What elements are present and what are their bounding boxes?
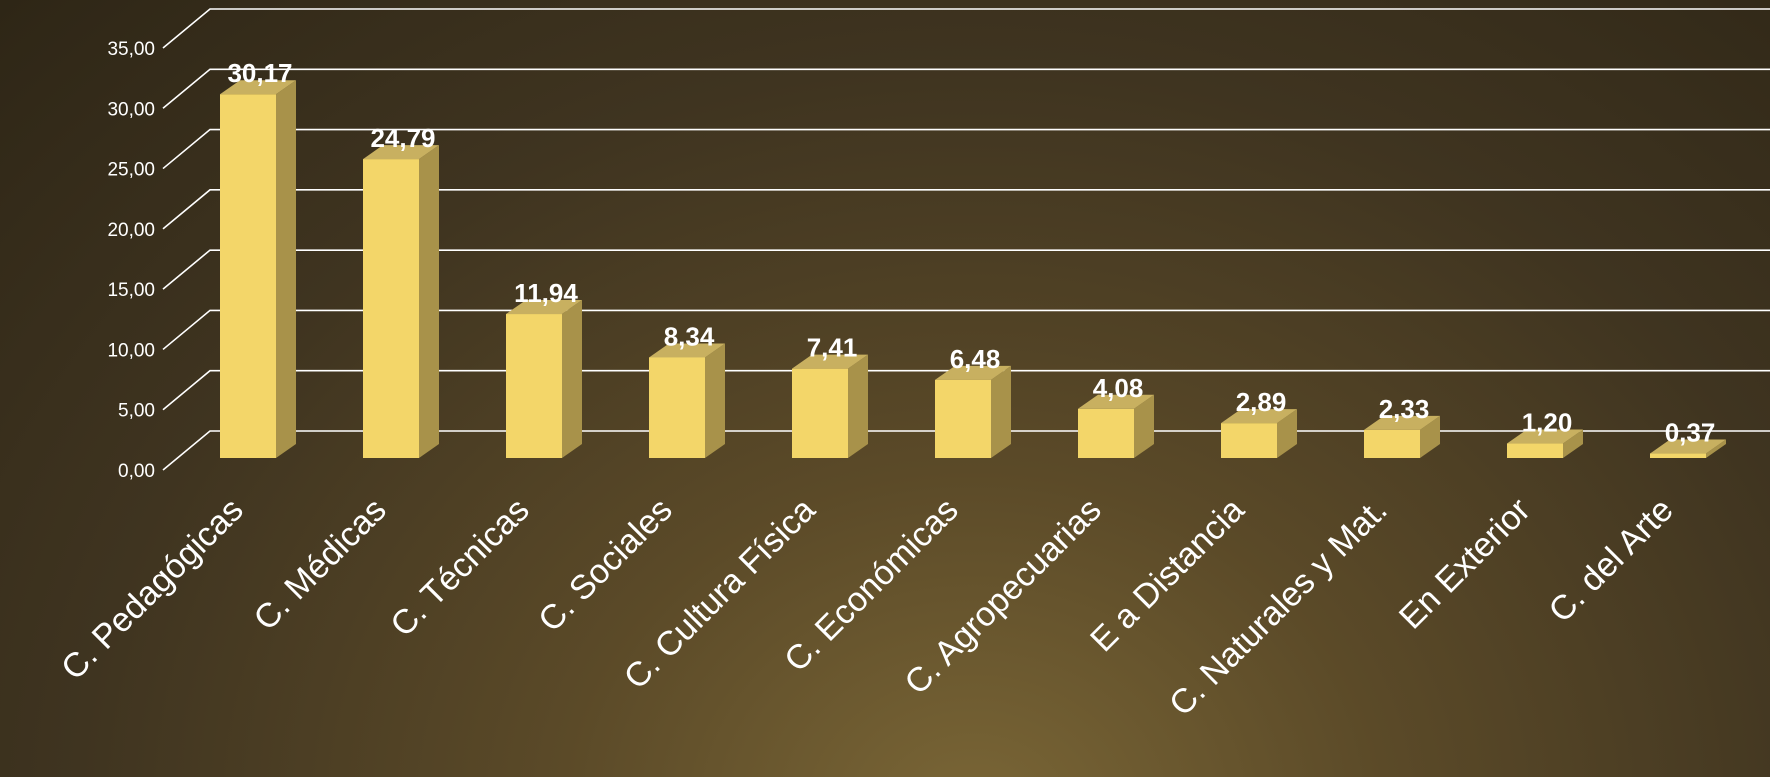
- bar-side: [705, 343, 725, 458]
- bar: [1507, 429, 1583, 458]
- bar-top: [506, 300, 582, 315]
- bar: [649, 343, 725, 458]
- data-label: 8,34: [664, 321, 715, 351]
- bar: [1650, 439, 1726, 458]
- data-label: 30,17: [227, 58, 292, 88]
- data-label: 4,08: [1093, 373, 1144, 403]
- y-tick-label: 10,00: [107, 340, 155, 361]
- gridline: [162, 189, 1770, 230]
- bar-front: [649, 357, 705, 458]
- bar-side: [1563, 429, 1583, 458]
- bar: [1078, 394, 1154, 458]
- gridline: [162, 369, 1770, 411]
- y-tick-label: 20,00: [107, 220, 155, 241]
- bar-top: [1364, 415, 1440, 430]
- bar-top: [220, 80, 296, 95]
- x-tick-label: C. Sociales: [531, 491, 679, 639]
- x-tick-label: C. del Arte: [1542, 491, 1681, 630]
- y-tick-label: 0,00: [118, 461, 155, 482]
- y-axis-tick-labels: 0,00 5,00 10,00 15,00 20,00 25,00 30,00 35,00: [107, 39, 155, 482]
- bar-side: [1277, 409, 1297, 458]
- y-tick-label: 15,00: [107, 280, 155, 301]
- y-tick-label: 35,00: [107, 39, 155, 60]
- bar-top: [1078, 394, 1154, 409]
- gridline: [162, 68, 1770, 109]
- bar-side: [562, 300, 582, 458]
- bar-side: [1706, 439, 1726, 458]
- y-tick-label: 30,00: [107, 99, 155, 120]
- bar: [1221, 409, 1297, 458]
- bar-front: [1221, 423, 1277, 458]
- y-tick-label: 25,00: [107, 160, 155, 181]
- bar-top: [1221, 409, 1297, 424]
- bar: [1364, 415, 1440, 458]
- bar: [220, 80, 296, 459]
- bar: [506, 300, 582, 458]
- bar-side: [848, 354, 868, 458]
- bar-side: [1134, 394, 1154, 458]
- bar-top: [792, 354, 868, 369]
- gridline: [162, 249, 1770, 290]
- bar: [363, 145, 439, 458]
- x-tick-label: C. Médicas: [247, 491, 394, 638]
- data-label: 11,94: [514, 278, 578, 308]
- bar-front: [220, 94, 276, 459]
- x-tick-label: En Exterior: [1392, 491, 1538, 637]
- data-label: 2,33: [1379, 394, 1430, 424]
- bar-front: [935, 379, 991, 458]
- bar-top: [1507, 429, 1583, 444]
- bar-front: [1650, 453, 1706, 458]
- bar-side: [991, 365, 1011, 458]
- gridlines: [162, 8, 1770, 471]
- bar-front: [1078, 408, 1134, 458]
- x-tick-label: C. Técnicas: [383, 491, 536, 644]
- bar-top: [363, 145, 439, 160]
- bar-top: [1650, 439, 1726, 454]
- data-label: 6,48: [950, 344, 1001, 374]
- bar-top: [935, 365, 1011, 380]
- bar-top: [649, 343, 725, 358]
- bar-front: [506, 314, 562, 458]
- data-label: 24,79: [370, 123, 435, 153]
- data-label: 2,89: [1236, 387, 1287, 417]
- bar-front: [363, 159, 419, 458]
- bar-front: [1507, 443, 1563, 458]
- data-label: 1,20: [1522, 408, 1573, 438]
- bar-side: [1420, 415, 1440, 458]
- y-tick-label: 5,00: [118, 401, 155, 422]
- bar-side: [419, 145, 439, 458]
- bar: [935, 365, 1011, 458]
- bar: [792, 354, 868, 458]
- bar-side: [276, 80, 296, 459]
- gridline: [162, 128, 1770, 170]
- data-label: 0,37: [1665, 418, 1716, 448]
- data-labels: 30,17 24,79 11,94 8,34 7,41 6,48 4,08 2,89 2,33 1…: [227, 58, 1715, 447]
- x-tick-label: C. Pedagógicas: [54, 491, 251, 688]
- bar-front: [1364, 429, 1420, 458]
- data-label: 7,41: [807, 333, 858, 363]
- bars: [220, 80, 1726, 459]
- bar-front: [792, 368, 848, 458]
- gridline: [162, 8, 1770, 49]
- gridline: [162, 309, 1770, 351]
